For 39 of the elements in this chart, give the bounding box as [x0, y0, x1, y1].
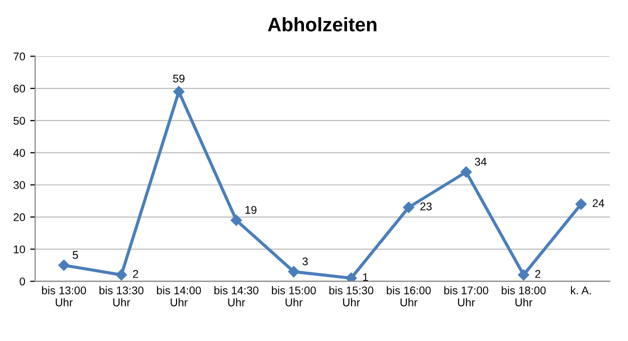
point [346, 272, 357, 282]
data-label: 2 [535, 270, 540, 278]
x-tick-label: bis 17:00 Uhr [444, 286, 488, 306]
y-tick-label: 10 [14, 245, 26, 254]
y-tick-label: 60 [14, 84, 26, 93]
point [173, 86, 184, 98]
point [230, 214, 242, 226]
chart-title: Abholzeiten [268, 17, 376, 32]
point [58, 260, 70, 271]
x-tick-label: bis 14:00 Uhr [156, 286, 201, 306]
x-tick-label: bis 13:00 Uhr [42, 286, 86, 306]
x-tick-label: bis 16:00 Uhr [386, 286, 431, 306]
data-label: 5 [72, 251, 78, 259]
data-label: 59 [173, 74, 184, 82]
data-label: 34 [474, 158, 486, 166]
x-tick-label: bis 15:30 Uhr [329, 286, 374, 306]
x-tick-label: bis 18:00 Uhr [502, 286, 546, 306]
y-tick-label: 30 [14, 181, 26, 190]
point [575, 198, 587, 210]
data-label: 2 [133, 270, 138, 278]
x-tick-label: bis 15:00 Uhr [272, 286, 316, 306]
point [518, 269, 530, 280]
data-label: 24 [592, 199, 604, 208]
y-tick-label: 70 [14, 52, 26, 60]
point [288, 266, 300, 278]
y-tick-label: 40 [13, 148, 26, 157]
x-tick-label: bis 14:30 Uhr [214, 286, 258, 306]
point [116, 269, 127, 280]
y-tick-label: 50 [14, 116, 26, 125]
y-tick-label: 0 [20, 278, 26, 286]
point [460, 166, 472, 178]
data-label: 23 [420, 202, 432, 210]
data-label: 19 [245, 206, 256, 214]
data-label: 3 [302, 257, 308, 266]
x-tick-label: bis 13:30 Uhr [100, 286, 144, 306]
data-label: 1 [363, 273, 368, 281]
y-tick-label: 20 [14, 213, 26, 222]
point [403, 202, 414, 213]
x-tick-label: k. A. [570, 286, 591, 294]
